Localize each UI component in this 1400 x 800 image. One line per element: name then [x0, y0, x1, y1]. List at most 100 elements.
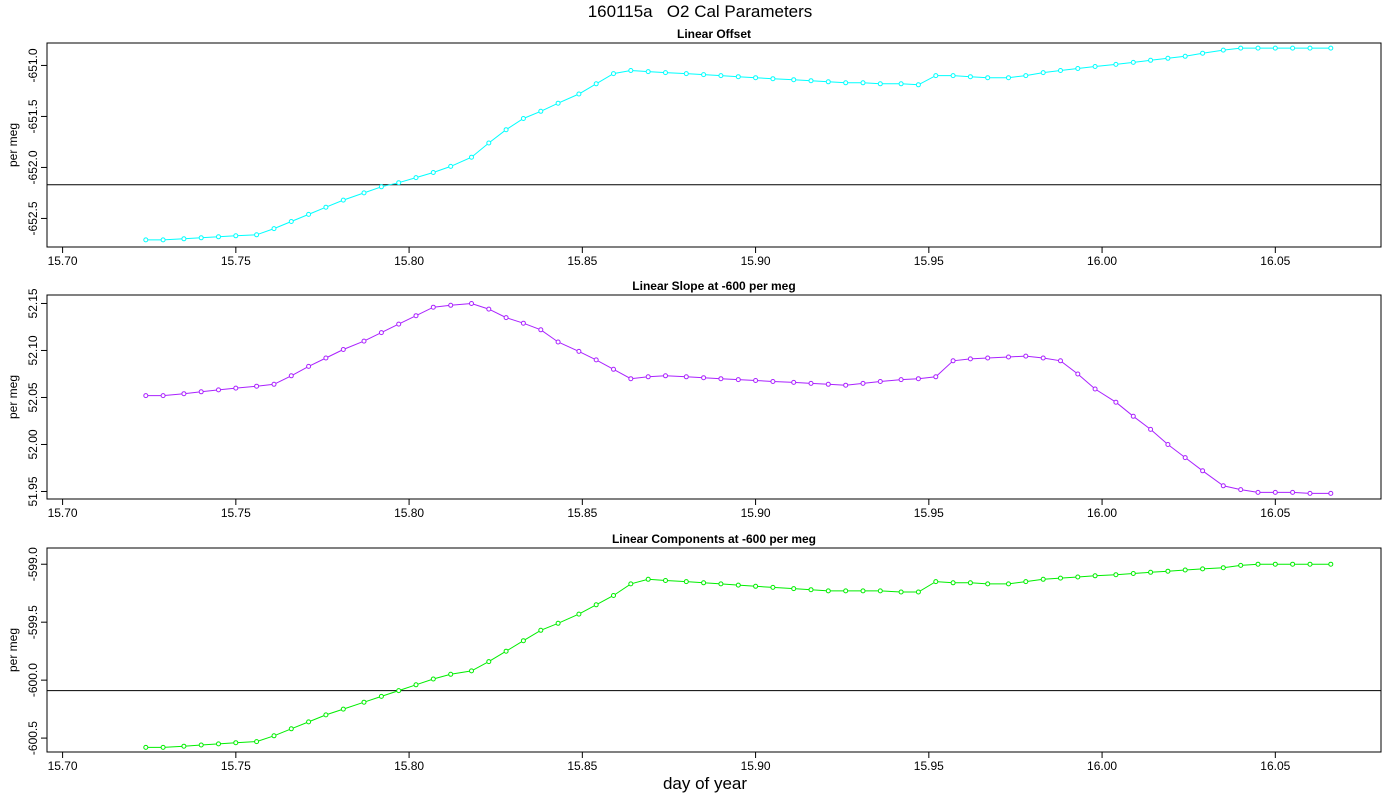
data-point	[520, 116, 526, 121]
data-point	[1200, 566, 1206, 572]
x-tick-label: 16.05	[1260, 254, 1290, 268]
y-tick-label: -651.0	[26, 48, 40, 82]
data-point	[1182, 53, 1188, 59]
data-point	[1238, 45, 1244, 51]
data-point	[950, 580, 956, 586]
data-point	[860, 380, 866, 386]
data-point	[1220, 483, 1226, 489]
chart-panel-2: Linear Slope at -600 per meg per meg 15.70…	[6, 279, 1382, 520]
data-point	[413, 175, 419, 181]
data-point	[645, 576, 651, 582]
data-point	[323, 712, 329, 718]
data-point	[1130, 413, 1136, 419]
data-point	[1023, 579, 1029, 585]
data-point	[378, 184, 384, 190]
data-point	[430, 170, 436, 175]
data-point	[1113, 572, 1119, 578]
data-point	[860, 588, 866, 594]
data-point	[361, 338, 367, 344]
data-point	[1023, 73, 1029, 79]
plot-frame	[46, 547, 1382, 753]
data-point	[645, 69, 651, 75]
data-point	[985, 355, 991, 361]
data-point	[576, 611, 582, 617]
x-tick-label: 15.70	[48, 254, 78, 268]
data-point	[1075, 66, 1081, 71]
data-point	[683, 71, 689, 77]
data-point	[555, 100, 561, 106]
data-point	[538, 627, 544, 633]
data-point	[1272, 45, 1278, 51]
data-point	[645, 374, 651, 380]
data-point	[486, 659, 492, 665]
y-tick-label: -600.5	[26, 721, 40, 755]
data-point	[770, 379, 776, 384]
data-point	[323, 204, 329, 210]
data-point	[271, 381, 277, 387]
data-point	[1255, 45, 1261, 51]
data-point	[1238, 562, 1244, 568]
data-point	[1092, 64, 1098, 69]
data-point	[160, 393, 166, 399]
data-point	[340, 197, 346, 203]
x-tick-label: 15.95	[914, 506, 944, 520]
data-point	[1092, 573, 1098, 579]
data-point	[306, 363, 312, 369]
data-point	[1200, 50, 1206, 56]
data-point	[340, 706, 346, 712]
panel-title: Linear Components at -600 per meg	[612, 532, 816, 546]
data-point	[1255, 489, 1261, 495]
data-point	[520, 320, 526, 326]
data-point	[985, 581, 991, 587]
data-point	[1220, 565, 1226, 571]
data-point	[1328, 490, 1334, 496]
data-point	[143, 237, 149, 243]
data-point	[503, 315, 509, 321]
x-tick-label: 15.75	[221, 254, 251, 268]
data-point	[718, 376, 724, 382]
x-tick-label: 15.80	[394, 506, 424, 520]
data-point	[877, 379, 883, 384]
data-point	[1220, 47, 1226, 53]
x-tick-label: 15.75	[221, 759, 251, 773]
data-point	[898, 589, 904, 595]
data-point	[843, 588, 849, 594]
data-point	[181, 743, 187, 749]
data-point	[288, 373, 294, 379]
data-point	[254, 739, 260, 745]
data-point	[791, 586, 797, 592]
data-point	[396, 180, 402, 186]
data-point	[718, 581, 724, 587]
data-point	[143, 393, 149, 399]
data-point	[753, 378, 759, 383]
data-point	[825, 79, 831, 85]
plot-frame	[46, 42, 1382, 248]
x-tick-label: 15.70	[48, 759, 78, 773]
y-axis-label: per meg	[6, 123, 20, 167]
data-point	[1290, 45, 1296, 51]
data-point	[1006, 75, 1011, 81]
data-point	[1290, 489, 1296, 495]
data-point	[1040, 70, 1046, 76]
data-point	[538, 108, 544, 114]
data-point	[1148, 426, 1154, 432]
data-point	[469, 668, 474, 674]
data-point	[663, 578, 668, 583]
data-point	[198, 742, 204, 748]
x-tick-label: 15.95	[914, 254, 944, 268]
data-point	[271, 733, 277, 739]
x-tick-label: 15.85	[567, 506, 597, 520]
y-axis-label: per meg	[6, 628, 20, 672]
data-point	[843, 80, 849, 86]
data-point	[611, 593, 616, 598]
data-point	[448, 302, 454, 308]
data-point	[933, 374, 939, 380]
y-tick-label: 52.15	[26, 288, 40, 318]
data-point	[1058, 575, 1063, 581]
data-point	[701, 375, 707, 381]
data-point	[915, 376, 921, 382]
data-point	[1148, 57, 1154, 63]
data-point	[486, 306, 492, 312]
data-point	[413, 313, 419, 319]
